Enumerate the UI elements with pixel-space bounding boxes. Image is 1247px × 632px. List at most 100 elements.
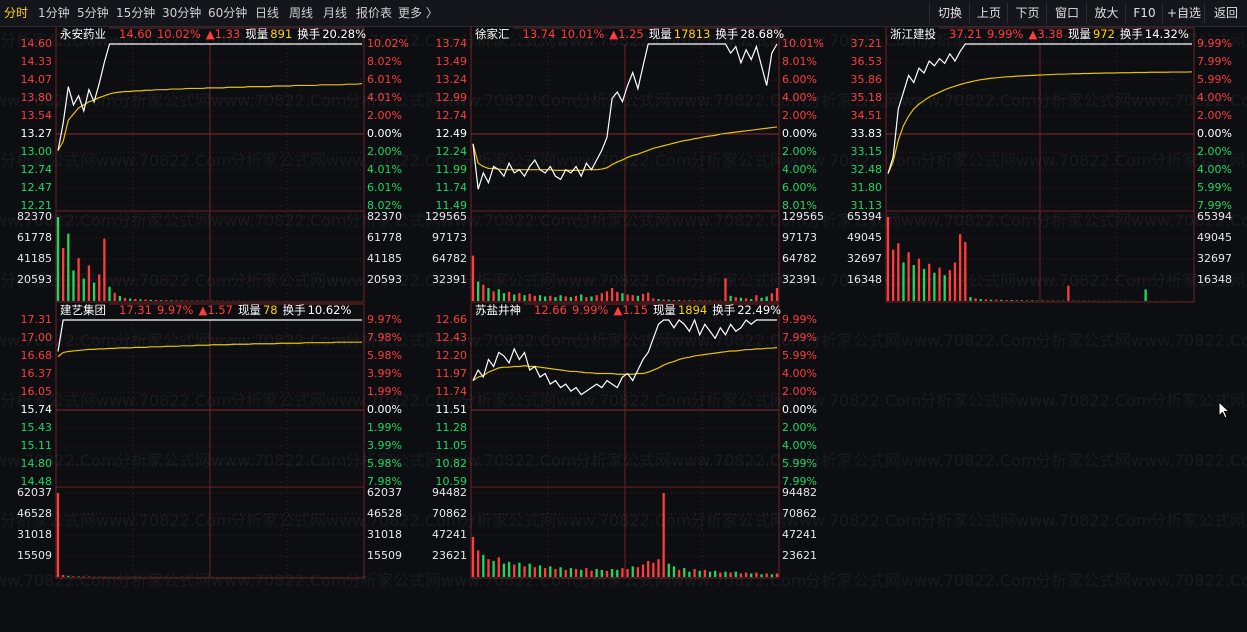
- volume-bar: [543, 568, 547, 577]
- toolbar-action-5[interactable]: F10: [1125, 3, 1163, 23]
- volume-bar: [590, 296, 593, 301]
- volume-bar: [714, 570, 717, 577]
- volume-bar: [765, 296, 768, 301]
- volume-tick-label: 23621: [782, 549, 817, 562]
- volume-bar: [770, 293, 774, 301]
- period-tab-7[interactable]: 周线: [289, 6, 314, 20]
- stock-name: 浙江建投: [887, 27, 939, 41]
- price-tick-label: 11.74: [435, 385, 468, 398]
- toolbar-action-0[interactable]: 切换: [929, 3, 970, 23]
- period-tab-10[interactable]: 更多 〉: [398, 6, 438, 20]
- volume-bar: [1041, 300, 1044, 301]
- percent-tick-label: 0.00%: [367, 403, 402, 416]
- percent-tick-label: 10.02%: [367, 37, 409, 50]
- price-tick-label: 15.43: [20, 421, 53, 434]
- price-tick-label: 33.15: [850, 145, 883, 158]
- percent-tick-label: 5.99%: [1197, 181, 1232, 194]
- volume-bar: [471, 536, 475, 577]
- volume-tick-label: 16348: [1197, 273, 1232, 286]
- volume-bar: [750, 573, 753, 577]
- intraday-chart: [55, 27, 365, 303]
- volume-bar: [652, 298, 655, 301]
- volume-bar: [523, 295, 526, 301]
- volume-bar: [734, 571, 737, 577]
- volume-bar: [482, 284, 485, 301]
- volume-bar: [964, 241, 967, 301]
- volume-bar: [538, 565, 542, 577]
- period-tab-0[interactable]: 分时: [4, 6, 29, 20]
- toolbar-action-1[interactable]: 上页: [969, 3, 1008, 23]
- period-tab-1[interactable]: 1分钟: [38, 6, 70, 20]
- volume-bar: [159, 300, 163, 301]
- volume-bar: [928, 263, 931, 301]
- stock-panel[interactable]: 37.21 36.53 35.86 35.18 34.51 33.83 33.15 32.48…: [830, 27, 1245, 303]
- period-toolbar: 分时 1分钟 5分钟 15分钟 30分钟 60分钟 日线 周线 月线 报价表 更多 〉 切换 上页 下页窗…: [0, 0, 1247, 27]
- volume-bar: [979, 299, 982, 301]
- period-tab-5[interactable]: 60分钟: [208, 6, 248, 20]
- volume-bar: [507, 561, 511, 577]
- toolbar-action-6[interactable]: +自选: [1162, 3, 1205, 23]
- toolbar-action-4[interactable]: 放大: [1086, 3, 1126, 23]
- toolbar-action-2[interactable]: 下页: [1007, 3, 1047, 23]
- stock-change-amount: ▲3.38: [1028, 27, 1063, 41]
- toolbar-action-7[interactable]: 返回: [1204, 3, 1247, 23]
- volume-bar: [574, 568, 578, 577]
- period-tab-2[interactable]: 5分钟: [77, 6, 109, 20]
- period-tab-3[interactable]: 15分钟: [116, 6, 156, 20]
- volume-bar: [128, 298, 132, 301]
- volume-bar: [82, 278, 85, 301]
- stock-panel[interactable]: 13.74 13.49 13.24 12.99 12.74 12.49 12.24 11.99…: [415, 27, 830, 303]
- price-tick-label: 12.21: [20, 199, 53, 212]
- volume-tick-label: 97173: [432, 231, 467, 244]
- volume-tick-label: 70862: [432, 507, 467, 520]
- price-tick-label: 11.28: [435, 421, 468, 434]
- stock-header: 永安药业 14.60 10.02% ▲1.33 现量 891 换手 20.28%: [57, 27, 371, 41]
- chart-frame: [55, 27, 365, 303]
- volume-bar: [549, 295, 552, 301]
- volume-bar: [482, 554, 485, 577]
- percent-tick-label: 4.00%: [1197, 163, 1232, 176]
- stock-name: 永安药业: [57, 27, 109, 41]
- price-tick-label: 12.24: [435, 145, 468, 158]
- volume-tick-label: 94482: [782, 486, 817, 499]
- price-tick-label: 14.48: [20, 475, 53, 488]
- turnover-label: 换手: [297, 27, 321, 41]
- percent-tick-label: 7.99%: [782, 331, 817, 344]
- stock-panel[interactable]: 17.31 17.00 16.68 16.37 16.05 15.74 15.43 15.11…: [0, 303, 415, 579]
- volume-bar: [958, 234, 962, 301]
- volume-bar: [595, 568, 598, 577]
- period-tab-9[interactable]: 报价表: [356, 6, 393, 20]
- volume-label: 现量: [245, 27, 269, 41]
- volume-bar: [744, 298, 748, 301]
- stock-panel[interactable]: 14.60 14.33 14.07 13.80 13.54 13.27 13.00 12.74…: [0, 27, 415, 303]
- price-line: [472, 43, 778, 190]
- volume-bar: [139, 299, 142, 301]
- turnover-label: 换手: [282, 303, 306, 317]
- volume-bar: [708, 571, 712, 577]
- volume-bar: [533, 295, 536, 301]
- volume-bar: [943, 275, 946, 301]
- period-tab-8[interactable]: 月线: [323, 6, 348, 20]
- toolbar-action-3[interactable]: 窗口: [1046, 3, 1087, 23]
- period-tab-6[interactable]: 日线: [255, 6, 280, 20]
- volume-bar: [67, 233, 70, 301]
- volume-bar: [886, 217, 890, 301]
- volume-bar: [72, 576, 75, 577]
- volume-bar: [585, 297, 588, 301]
- price-tick-label: 11.05: [435, 439, 468, 452]
- volume-bar: [621, 293, 624, 301]
- volume-tick-label: 31018: [367, 528, 402, 541]
- volume-bar: [698, 300, 701, 301]
- price-tick-label: 31.13: [850, 199, 883, 212]
- current-volume: 17813: [673, 27, 711, 41]
- volume-bar: [497, 557, 500, 577]
- volume-bar: [1010, 300, 1013, 301]
- percent-tick-label: 8.02%: [367, 55, 402, 68]
- period-tab-4[interactable]: 30分钟: [162, 6, 202, 20]
- volume-bar: [77, 258, 80, 301]
- volume-tick-label: 32391: [782, 273, 817, 286]
- volume-bar: [775, 288, 779, 301]
- stock-panel[interactable]: 12.66 12.43 12.20 11.97 11.74 11.51 11.28 11.05…: [415, 303, 830, 579]
- volume-bar: [693, 568, 696, 577]
- volume-bar: [507, 291, 511, 301]
